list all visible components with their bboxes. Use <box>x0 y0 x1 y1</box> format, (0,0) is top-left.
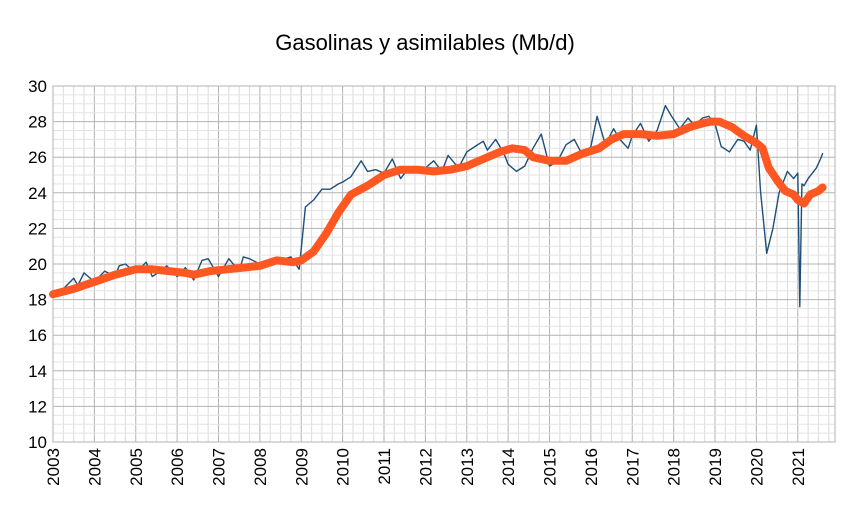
x-tick-labels: 2003 2004 2005 2006 2007 2008 2009 2010 2011 2012… <box>44 448 808 486</box>
x-tick-label: 2007 <box>210 448 229 486</box>
x-tick-label: 2006 <box>168 448 187 486</box>
x-tick-label: 2014 <box>499 448 518 486</box>
x-tick-label: 2017 <box>623 448 642 486</box>
y-tick-label: 14 <box>28 362 47 381</box>
y-tick-label: 26 <box>28 148 47 167</box>
y-tick-label: 28 <box>28 113 47 132</box>
series-lines <box>53 106 823 307</box>
x-tick-label: 2008 <box>251 448 270 486</box>
chart-title: Gasolinas y asimilables (Mb/d) <box>275 30 575 55</box>
series-line-smoothed <box>53 122 823 295</box>
y-tick-label: 16 <box>28 326 47 345</box>
y-tick-label: 24 <box>28 184 47 203</box>
x-tick-label: 2016 <box>582 448 601 486</box>
x-tick-label: 2003 <box>44 448 63 486</box>
gridlines <box>53 86 835 442</box>
series-line-monthly <box>53 106 823 307</box>
x-tick-label: 2009 <box>292 448 311 486</box>
y-tick-label: 12 <box>28 397 47 416</box>
y-tick-label: 30 <box>28 77 47 96</box>
y-tick-label: 20 <box>28 255 47 274</box>
x-tick-label: 2021 <box>789 448 808 486</box>
x-tick-label: 2013 <box>458 448 477 486</box>
x-tick-label: 2015 <box>541 448 560 486</box>
y-tick-label: 18 <box>28 291 47 310</box>
y-tick-label: 22 <box>28 219 47 238</box>
x-tick-label: 2011 <box>375 448 394 485</box>
x-tick-label: 2010 <box>334 448 353 486</box>
x-tick-label: 2005 <box>127 448 146 486</box>
x-tick-label: 2018 <box>665 448 684 486</box>
x-tick-label: 2004 <box>85 448 104 486</box>
x-tick-label: 2012 <box>416 448 435 486</box>
x-tick-label: 2019 <box>706 448 725 486</box>
x-tick-label: 2020 <box>747 448 766 486</box>
